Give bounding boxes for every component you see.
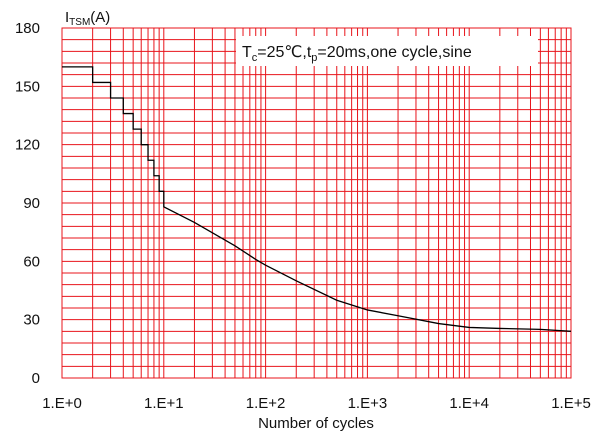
y-tick-labels: 0 30 60 90 120 150 180 [15, 20, 40, 387]
x-tick-label: 1.E+2 [246, 395, 286, 412]
annotation-tail: =20ms,one cycle,sine [317, 44, 471, 61]
y-tick-label: 30 [23, 312, 40, 329]
y-axis-label-unit: (A) [90, 9, 110, 26]
annotation-t-sub: c [252, 52, 258, 64]
y-axis-label-sub: TSM [69, 17, 90, 28]
series-group [62, 66, 572, 332]
x-tick-label: 1.E+3 [348, 395, 388, 412]
annotation: Tc=25℃,tp=20ms,one cycle,sine [242, 44, 472, 64]
y-tick-label: 90 [23, 195, 40, 212]
x-tick-label: 1.E+1 [144, 395, 184, 412]
y-axis-label: ITSM(A) [65, 9, 110, 28]
plot-area-border [61, 27, 572, 379]
y-tick-label: 60 [23, 253, 40, 270]
series-line-0 [62, 66, 572, 332]
x-tick-label: 1.E+5 [551, 395, 591, 412]
y-tick-label: 0 [32, 370, 40, 387]
annotation-background [236, 36, 538, 66]
annotation-mid: =25℃,t [257, 44, 312, 61]
x-tick-labels: 1.E+0 1.E+1 1.E+2 1.E+3 1.E+4 1.E+5 [42, 395, 591, 412]
y-tick-label: 180 [15, 20, 40, 37]
annotation-p-sub: p [311, 52, 317, 64]
grid [62, 28, 571, 378]
y-tick-label: 150 [15, 78, 40, 95]
annotation-t: T [242, 44, 252, 61]
y-axis-label-main: I [65, 9, 69, 26]
x-tick-label: 1.E+4 [449, 395, 489, 412]
x-tick-label: 1.E+0 [42, 395, 82, 412]
y-tick-label: 120 [15, 137, 40, 154]
x-axis-label: Number of cycles [258, 415, 374, 432]
